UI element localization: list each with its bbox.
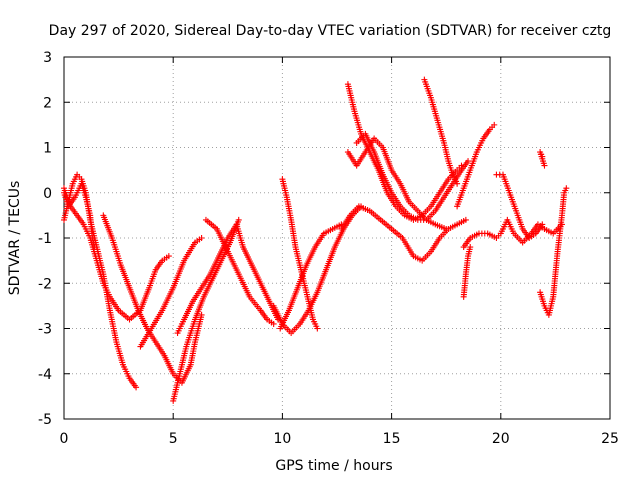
data-points [61, 76, 570, 404]
y-tick-label: 2 [43, 95, 52, 111]
data-point [443, 225, 450, 232]
data-point [165, 253, 172, 260]
y-tick-label: 1 [43, 141, 52, 157]
data-point [198, 235, 205, 241]
axis-ticks: 0 5 10 15 20 25 -5 -4 -3 -2 -1 0 1 2 3 [38, 50, 619, 447]
grid [64, 57, 610, 419]
y-tick-label: -4 [38, 367, 52, 383]
data-point [462, 216, 469, 223]
x-tick-label: 25 [601, 431, 619, 447]
x-tick-label: 0 [60, 431, 69, 447]
data-point [539, 221, 546, 228]
x-tick-label: 20 [492, 431, 510, 447]
y-tick-label: -1 [38, 231, 52, 247]
x-tick-label: 10 [273, 431, 291, 447]
y-axis-label: SDTVAR / TECUs [7, 181, 23, 296]
data-point [91, 244, 98, 251]
x-tick-label: 5 [169, 431, 178, 447]
x-axis-label: GPS time / hours [275, 458, 392, 474]
data-point [235, 216, 242, 223]
y-tick-label: 3 [43, 50, 52, 66]
data-point [314, 325, 321, 332]
y-tick-label: -2 [38, 276, 52, 292]
data-point [563, 185, 570, 192]
data-point [270, 320, 277, 327]
data-point [467, 244, 474, 251]
data-point [133, 384, 140, 391]
data-point [454, 180, 461, 187]
x-tick-label: 15 [383, 431, 401, 447]
y-tick-label: -5 [38, 412, 52, 428]
data-point [541, 162, 548, 169]
data-point [491, 121, 498, 128]
y-tick-label: -3 [38, 322, 52, 338]
data-point [465, 158, 472, 165]
chart-title: Day 297 of 2020, Sidereal Day-to-day VTE… [49, 23, 612, 39]
y-tick-label: 0 [43, 186, 52, 202]
